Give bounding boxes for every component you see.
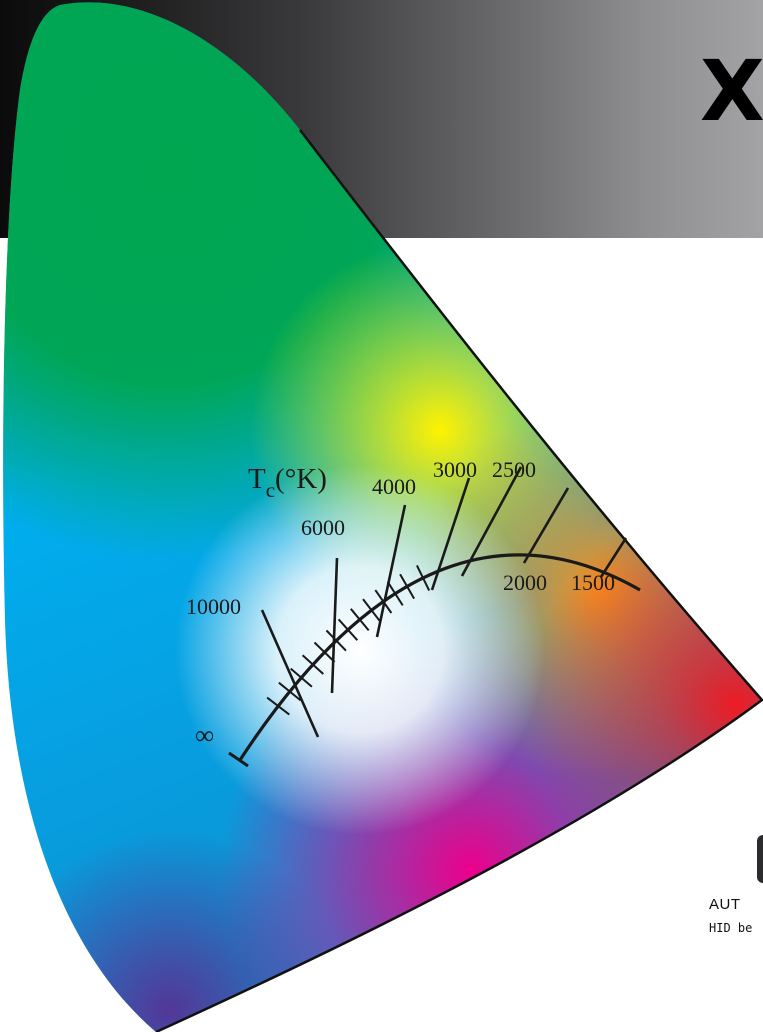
locus-minor-tick bbox=[362, 598, 381, 622]
locus-minor-tick bbox=[386, 581, 404, 606]
planckian-locus-curve bbox=[238, 553, 641, 761]
locus-minor-tick bbox=[290, 667, 313, 688]
locus-infinity-endcap bbox=[228, 751, 249, 768]
caption-line-2: HID be bbox=[709, 921, 753, 935]
label-4000: 4000 bbox=[372, 474, 416, 499]
planckian-locus bbox=[228, 466, 641, 768]
locus-minor-tick bbox=[266, 696, 290, 716]
locus-minor-tick bbox=[399, 573, 415, 600]
label-10000: 10000 bbox=[186, 594, 241, 619]
locus-minor-tick bbox=[313, 641, 336, 663]
label-infinity: ∞ bbox=[195, 720, 214, 750]
locus-minor-tick bbox=[301, 654, 324, 675]
caption-line-1: AUT bbox=[709, 896, 741, 913]
isotherm-1500 bbox=[599, 537, 628, 578]
isotherm-6000 bbox=[330, 557, 339, 694]
locus-minor-tick bbox=[325, 629, 347, 652]
brand-letter-fragment: X bbox=[700, 42, 763, 140]
isotherm-2500 bbox=[460, 466, 523, 577]
locus-minor-tick bbox=[337, 618, 359, 641]
label-3000: 3000 bbox=[433, 457, 477, 482]
locus-minor-tick bbox=[350, 608, 370, 632]
axis-label: Tc(°K) bbox=[248, 463, 327, 502]
isotherm-4000 bbox=[375, 504, 407, 638]
isotherm-10000 bbox=[260, 609, 320, 738]
label-6000: 6000 bbox=[301, 515, 345, 540]
label-2500: 2500 bbox=[492, 457, 536, 482]
isotherm-2000 bbox=[522, 487, 570, 564]
label-1500: 1500 bbox=[571, 570, 615, 595]
gamut-boundary bbox=[155, 129, 763, 1032]
isotherm-3000 bbox=[430, 477, 471, 591]
corner-badge-fragment bbox=[757, 835, 763, 883]
locus-minor-tick bbox=[416, 564, 431, 592]
locus-minor-tick bbox=[278, 681, 302, 702]
label-2000: 2000 bbox=[503, 570, 547, 595]
